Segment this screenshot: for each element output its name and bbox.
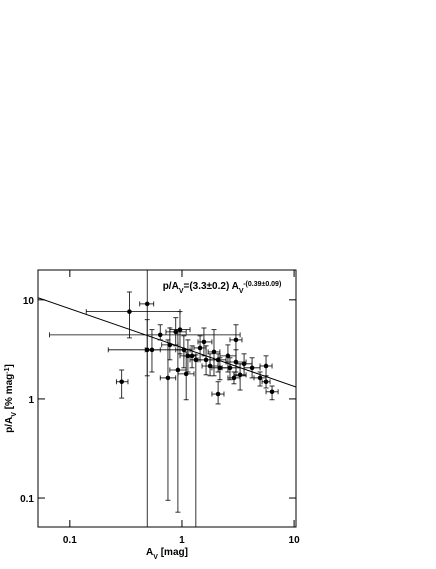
data-point [173,329,179,335]
data-point [207,363,213,369]
data-point [144,301,150,307]
annotation-part: -(0.39±0.09) [243,281,281,288]
x-tick-label: 10 [289,535,301,546]
data-point [201,339,207,345]
x-axis-label-part: V [153,554,158,561]
fit-line [38,297,296,388]
y-axis-label: p/AV [% mag-1] [4,364,18,433]
x-axis-label: AV [mag] [146,547,188,561]
data-point [177,327,183,332]
data-point [165,375,171,381]
y-axis-label-part: p/A [4,417,15,433]
y-tick-label: 10 [23,296,35,307]
data-point [257,375,263,381]
data-point [237,372,243,378]
annotation-part: V [239,288,244,295]
data-point [269,389,275,395]
data-point [149,347,155,353]
data-point [119,379,124,385]
data-point [183,371,189,377]
data-point [197,345,203,351]
annotation-part: V [179,288,184,295]
y-tick-label: 0.1 [20,494,34,505]
y-axis-label-part: ] [4,364,15,367]
plot-area [38,270,296,527]
data-point [263,363,269,369]
y-tick-label: 1 [28,395,34,406]
x-axis-label-part: [mag] [158,547,188,558]
x-tick-label: 1 [179,535,185,546]
x-axis-label-part: A [146,547,153,558]
data-point [193,357,199,363]
data-point [241,361,247,367]
annotation-part: =(3.3±0.2) A [183,281,238,292]
x-tick-label: 0.1 [63,535,77,546]
data-point [215,357,221,363]
data-point [217,365,223,371]
y-axis-label-part: V [11,412,18,417]
data-point [233,337,239,343]
data-point [215,391,221,397]
data-point [127,309,132,314]
data-point [225,353,231,359]
data-point [181,347,187,353]
data-point [203,357,209,363]
data-point [167,342,173,348]
annotation: p/AV=(3.3±0.2) AV-(0.39±0.09) [163,281,282,295]
y-axis-label-part: -1 [4,367,11,373]
y-axis-label-part: [% mag [4,374,15,412]
data-point [227,365,233,371]
data-point [189,353,195,359]
data-point [249,365,255,371]
plot-frame [37,269,297,528]
annotation-part: p/A [163,281,179,292]
data-point [211,349,217,355]
data-point [263,379,269,385]
data-point [231,375,237,381]
data-point [157,332,163,338]
data-point [175,367,181,373]
